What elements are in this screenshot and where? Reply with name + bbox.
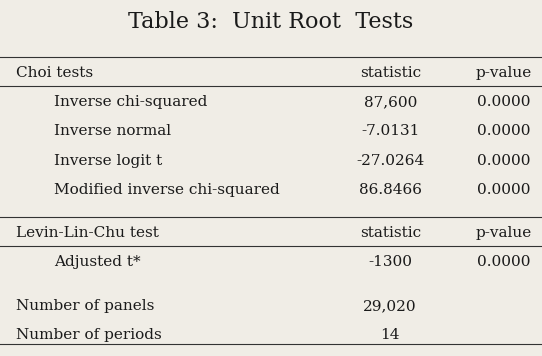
Text: -7.0131: -7.0131 xyxy=(361,124,420,138)
Text: Table 3:  Unit Root  Tests: Table 3: Unit Root Tests xyxy=(128,11,414,33)
Text: Number of periods: Number of periods xyxy=(16,328,162,342)
Text: Inverse normal: Inverse normal xyxy=(54,124,171,138)
Text: 29,020: 29,020 xyxy=(364,299,417,313)
Text: -1300: -1300 xyxy=(368,255,412,269)
Text: Modified inverse chi-squared: Modified inverse chi-squared xyxy=(54,183,280,197)
Text: Choi tests: Choi tests xyxy=(16,66,93,80)
Text: Inverse chi-squared: Inverse chi-squared xyxy=(54,95,208,109)
Text: 0.0000: 0.0000 xyxy=(478,124,531,138)
Text: Levin-Lin-Chu test: Levin-Lin-Chu test xyxy=(16,226,159,240)
Text: 0.0000: 0.0000 xyxy=(478,95,531,109)
Text: p-value: p-value xyxy=(476,226,532,240)
Text: statistic: statistic xyxy=(360,226,421,240)
Text: Number of panels: Number of panels xyxy=(16,299,154,313)
Text: 14: 14 xyxy=(380,328,400,342)
Text: statistic: statistic xyxy=(360,66,421,80)
Text: 0.0000: 0.0000 xyxy=(478,153,531,168)
Text: -27.0264: -27.0264 xyxy=(356,153,424,168)
Text: Adjusted t*: Adjusted t* xyxy=(54,255,141,269)
Text: 0.0000: 0.0000 xyxy=(478,255,531,269)
Text: 86.8466: 86.8466 xyxy=(359,183,422,197)
Text: Inverse logit t: Inverse logit t xyxy=(54,153,163,168)
Text: 87,600: 87,600 xyxy=(364,95,417,109)
Text: p-value: p-value xyxy=(476,66,532,80)
Text: 0.0000: 0.0000 xyxy=(478,183,531,197)
